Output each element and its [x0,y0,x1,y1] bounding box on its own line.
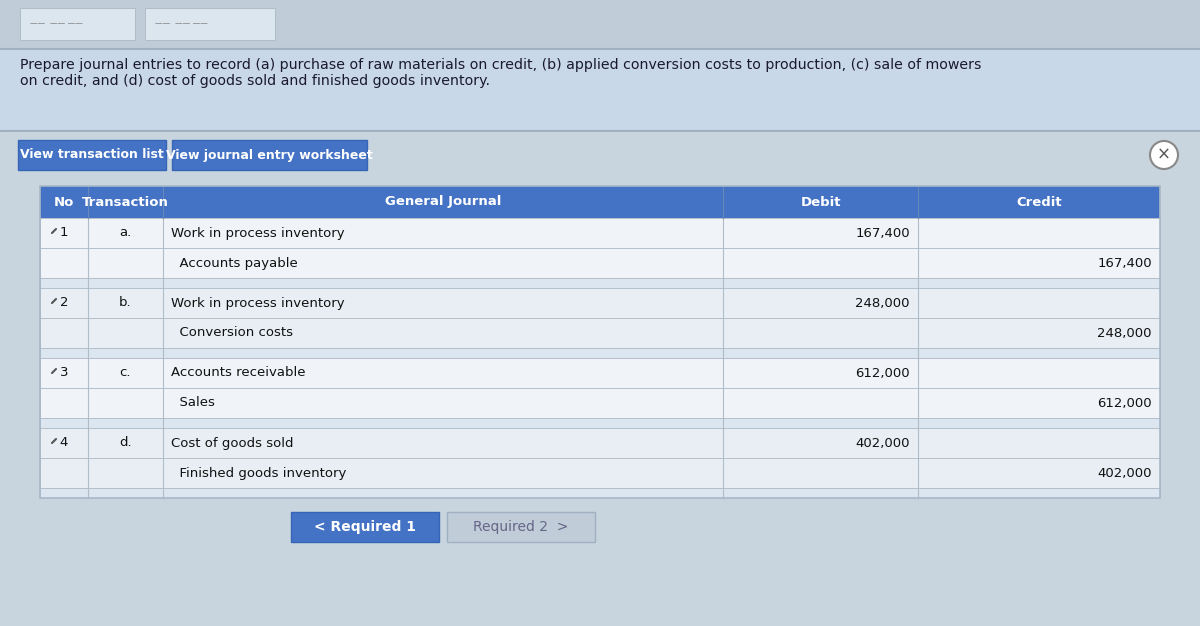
Text: Finished goods inventory: Finished goods inventory [172,466,347,480]
Text: General Journal: General Journal [385,195,502,208]
Text: Sales: Sales [172,396,215,409]
Bar [40,318,1160,348]
Text: c.: c. [120,366,131,379]
Text: 1: 1 [60,227,68,240]
Bar [446,512,595,542]
Bar [172,140,367,170]
Bar [0,132,1200,178]
Text: Credit: Credit [1016,195,1062,208]
Text: 3: 3 [60,366,68,379]
Bar [145,8,275,40]
Text: 167,400: 167,400 [856,227,910,240]
Text: 402,000: 402,000 [856,436,910,449]
Text: Accounts payable: Accounts payable [172,257,298,270]
Bar [0,0,1200,50]
Bar [0,50,1200,130]
Bar [18,140,166,170]
Text: 2: 2 [60,297,68,309]
Text: 612,000: 612,000 [856,366,910,379]
Text: ——  —— ——: —— —— —— [155,19,208,29]
Text: View journal entry worksheet: View journal entry worksheet [166,148,372,162]
Bar [0,498,1200,626]
Text: Debit: Debit [800,195,841,208]
Text: 402,000: 402,000 [1098,466,1152,480]
Text: Transaction: Transaction [82,195,169,208]
Bar [40,358,1160,388]
Bar [40,428,1160,458]
Bar [40,458,1160,488]
Bar [292,512,439,542]
Bar [40,418,1160,428]
Text: Accounts receivable: Accounts receivable [172,366,306,379]
Text: No: No [54,195,74,208]
Bar [40,248,1160,278]
Text: Cost of goods sold: Cost of goods sold [172,436,294,449]
Bar [40,186,1160,218]
Text: < Required 1: < Required 1 [314,520,416,534]
Bar [0,130,1200,132]
Bar [40,388,1160,418]
Text: Required 2  >: Required 2 > [473,520,569,534]
Bar [40,488,1160,498]
Text: b.: b. [119,297,132,309]
Text: 4: 4 [60,436,68,449]
Text: Prepare journal entries to record (a) purchase of raw materials on credit, (b) a: Prepare journal entries to record (a) pu… [20,58,982,88]
Bar [40,186,1160,498]
Text: Work in process inventory: Work in process inventory [172,297,344,309]
Text: 248,000: 248,000 [1098,327,1152,339]
Bar [40,288,1160,318]
Circle shape [1150,141,1178,169]
Text: d.: d. [119,436,132,449]
Text: 612,000: 612,000 [1097,396,1152,409]
Text: View transaction list: View transaction list [20,148,164,162]
Text: 248,000: 248,000 [856,297,910,309]
Text: ×: × [1157,146,1171,164]
Bar [40,218,1160,248]
Text: Work in process inventory: Work in process inventory [172,227,344,240]
Bar [40,348,1160,358]
Text: Conversion costs: Conversion costs [172,327,293,339]
Text: 167,400: 167,400 [1097,257,1152,270]
Bar [0,48,1200,50]
Bar [20,8,134,40]
Text: a.: a. [119,227,132,240]
Text: ——  —— ——: —— —— —— [30,19,83,29]
Bar [40,278,1160,288]
